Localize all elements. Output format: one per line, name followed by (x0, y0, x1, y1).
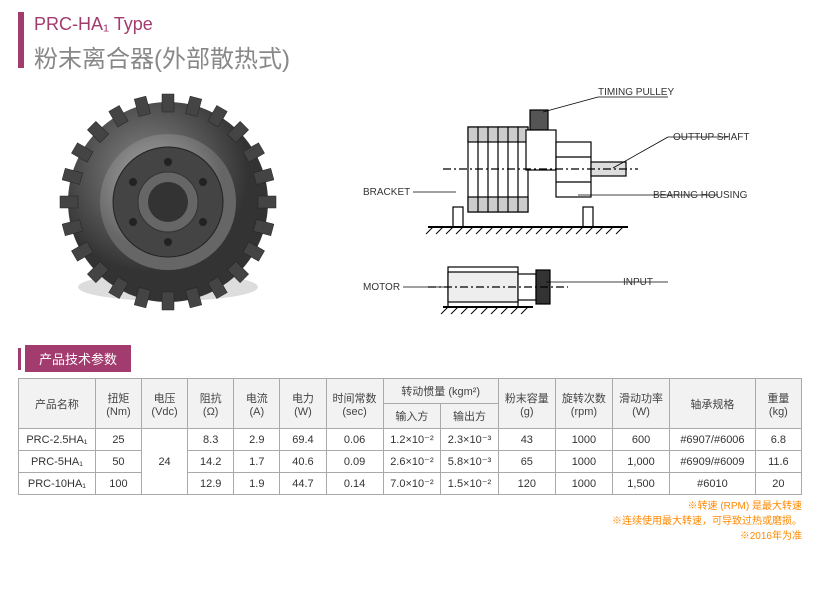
cell-time: 0.14 (326, 473, 383, 495)
th-current: 电流(A) (234, 379, 280, 429)
cell-torque: 25 (95, 429, 141, 451)
cell-in: 7.0×10⁻² (383, 473, 441, 495)
th-impedance: 阻抗(Ω) (188, 379, 234, 429)
cell-impedance: 8.3 (188, 429, 234, 451)
table-body: PRC-2.5HA₁ 25 24 8.3 2.9 69.4 0.06 1.2×1… (19, 429, 802, 495)
th-inertia-out: 输出方 (441, 404, 499, 429)
cell-powder: 65 (498, 451, 555, 473)
product-main-title: 粉末离合器(外部散热式) (34, 39, 290, 74)
label-bracket: BRACKET (363, 187, 410, 198)
table-section-header: 产品技术参数 (18, 345, 802, 372)
cell-in: 1.2×10⁻² (383, 429, 441, 451)
label-input: INPUT (623, 277, 653, 288)
th-rpm: 旋转次数(rpm) (555, 379, 612, 429)
cell-powder: 120 (498, 473, 555, 495)
spec-table: 产品名称 扭矩(Nm) 电压(Vdc) 阻抗(Ω) 电流(A) 电力(W) 时间… (18, 378, 802, 495)
cell-name: PRC-10HA₁ (19, 473, 96, 495)
cell-bearing: #6909/#6009 (670, 451, 756, 473)
cell-power: 40.6 (280, 451, 326, 473)
section-accent-bar (18, 348, 21, 370)
cell-out: 1.5×10⁻² (441, 473, 499, 495)
cell-voltage: 24 (142, 429, 188, 495)
content-row: TIMING PULLEY OUTTUP SHAFT BRACKET BEARI… (18, 82, 802, 327)
page-header: PRC-HA₁ Type 粉末离合器(外部散热式) (18, 12, 802, 74)
th-power: 电力(W) (280, 379, 326, 429)
cell-powder: 43 (498, 429, 555, 451)
header-text-block: PRC-HA₁ Type 粉末离合器(外部散热式) (34, 12, 290, 74)
th-weight: 重量(kg) (755, 379, 801, 429)
cell-bearing: #6907/#6006 (670, 429, 756, 451)
th-inertia-in: 输入方 (383, 404, 441, 429)
cell-weight: 11.6 (755, 451, 801, 473)
cell-name: PRC-2.5HA₁ (19, 429, 96, 451)
cell-rpm: 1000 (555, 429, 612, 451)
cell-out: 5.8×10⁻³ (441, 451, 499, 473)
cell-power: 69.4 (280, 429, 326, 451)
cell-current: 2.9 (234, 429, 280, 451)
footnote-line: ※2016年为准 (18, 529, 802, 544)
header-accent-bar (18, 12, 24, 68)
footnotes: ※转速 (RPM) 是最大转速 ※连续使用最大转速，可导致过热或磨损。 ※201… (18, 499, 802, 544)
table-row: PRC-10HA₁ 100 12.9 1.9 44.7 0.14 7.0×10⁻… (19, 473, 802, 495)
schematic-diagram: TIMING PULLEY OUTTUP SHAFT BRACKET BEARI… (308, 82, 802, 327)
cell-torque: 100 (95, 473, 141, 495)
cell-rpm: 1000 (555, 473, 612, 495)
cell-time: 0.09 (326, 451, 383, 473)
cell-rpm: 1000 (555, 451, 612, 473)
th-voltage: 电压(Vdc) (142, 379, 188, 429)
th-time: 时间常数(sec) (326, 379, 383, 429)
th-powder: 粉末容量(g) (498, 379, 555, 429)
cell-slip: 1,000 (612, 451, 669, 473)
diagram-svg: TIMING PULLEY OUTTUP SHAFT BRACKET BEARI… (308, 82, 788, 322)
cell-time: 0.06 (326, 429, 383, 451)
cell-in: 2.6×10⁻² (383, 451, 441, 473)
th-torque: 扭矩(Nm) (95, 379, 141, 429)
table-row: PRC-5HA₁ 50 14.2 1.7 40.6 0.09 2.6×10⁻² … (19, 451, 802, 473)
th-name: 产品名称 (19, 379, 96, 429)
cell-weight: 6.8 (755, 429, 801, 451)
cell-impedance: 14.2 (188, 451, 234, 473)
product-type-title: PRC-HA₁ Type (34, 14, 290, 35)
cell-current: 1.9 (234, 473, 280, 495)
cell-torque: 50 (95, 451, 141, 473)
th-inertia: 转动惯量 (kgm²) (383, 379, 498, 404)
cell-weight: 20 (755, 473, 801, 495)
cell-slip: 600 (612, 429, 669, 451)
cell-name: PRC-5HA₁ (19, 451, 96, 473)
table-head: 产品名称 扭矩(Nm) 电压(Vdc) 阻抗(Ω) 电流(A) 电力(W) 时间… (19, 379, 802, 429)
clutch-photo-svg (53, 87, 283, 317)
cell-slip: 1,500 (612, 473, 669, 495)
footnote-line: ※连续使用最大转速，可导致过热或磨损。 (18, 514, 802, 529)
cell-impedance: 12.9 (188, 473, 234, 495)
section-title: 产品技术参数 (25, 345, 131, 372)
cell-out: 2.3×10⁻³ (441, 429, 499, 451)
label-output-shaft: OUTTUP SHAFT (673, 132, 749, 143)
cell-power: 44.7 (280, 473, 326, 495)
table-row: PRC-2.5HA₁ 25 24 8.3 2.9 69.4 0.06 1.2×1… (19, 429, 802, 451)
label-motor: MOTOR (363, 282, 400, 293)
label-bearing-housing: BEARING HOUSING (653, 190, 748, 201)
label-timing-pulley: TIMING PULLEY (598, 87, 674, 98)
product-photo (48, 82, 288, 322)
cell-current: 1.7 (234, 451, 280, 473)
th-slip: 滑动功率(W) (612, 379, 669, 429)
footnote-line: ※转速 (RPM) 是最大转速 (18, 499, 802, 514)
cell-bearing: #6010 (670, 473, 756, 495)
th-bearing: 轴承规格 (670, 379, 756, 429)
